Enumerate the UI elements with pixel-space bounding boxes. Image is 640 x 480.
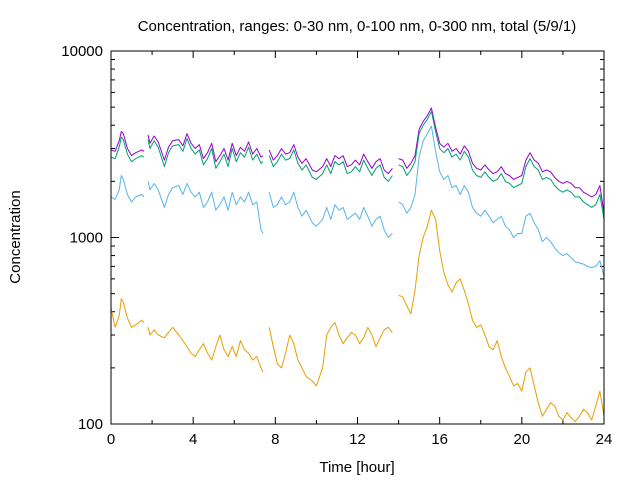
x-axis-label: Time [hour]: [319, 459, 394, 476]
y-tick-label: 10000: [61, 43, 103, 60]
x-tick-label: 12: [349, 431, 366, 448]
series-2-line-segment-1: [110, 136, 145, 163]
y-axis-label: Concentration: [7, 190, 24, 283]
y-tick-label: 1000: [70, 230, 103, 247]
x-tick-label: 24: [596, 431, 613, 448]
series-3-line-segment-3: [268, 191, 393, 238]
series-lines: [110, 107, 605, 423]
tick-labels: 0 4 8 12 16 20 24 100 1000 10000: [61, 43, 612, 448]
series-3-line-segment-2: [147, 181, 264, 234]
plot-frame: [110, 50, 605, 425]
series-4-line-segment-1: [110, 298, 145, 328]
series-1-line-segment-4: [398, 107, 605, 214]
x-tick-label: 4: [189, 431, 197, 448]
series-4-line-segment-2: [147, 326, 264, 373]
chart-title: Concentration, ranges: 0-30 nm, 0-100 nm…: [138, 18, 577, 35]
series-2-line-segment-2: [147, 137, 264, 169]
series-1-line-segment-1: [110, 131, 145, 157]
series-3-line-segment-4: [398, 125, 605, 277]
x-tick-label: 16: [431, 431, 448, 448]
x-tick-label: 20: [513, 431, 530, 448]
y-tick-label: 100: [78, 416, 103, 433]
series-4-line-segment-4: [398, 209, 605, 423]
series-1-line-segment-3: [268, 144, 393, 175]
x-tick-label: 0: [107, 431, 115, 448]
series-3-line-segment-1: [110, 175, 145, 203]
series-1-line-segment-2: [147, 133, 264, 163]
series-4-line-segment-3: [268, 322, 393, 387]
series-2-line-segment-4: [398, 110, 605, 220]
x-tick-label: 8: [271, 431, 279, 448]
series-2-line-segment-3: [268, 149, 393, 182]
